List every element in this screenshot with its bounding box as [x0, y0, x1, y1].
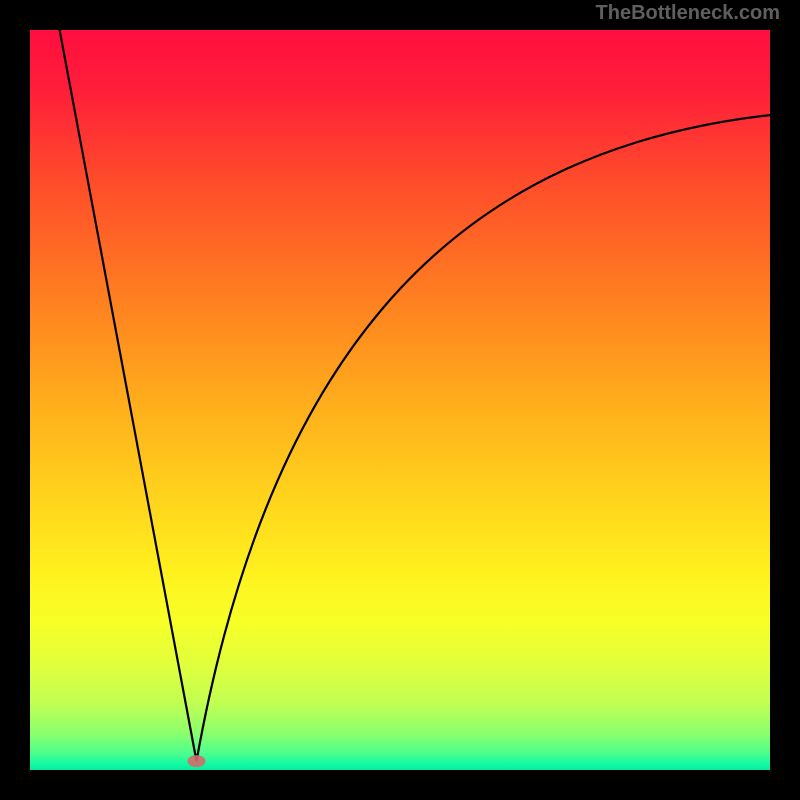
plot-area [30, 30, 770, 770]
bottleneck-curve-chart [30, 30, 770, 770]
watermark-text: TheBottleneck.com [596, 2, 780, 25]
gradient-background [30, 30, 770, 770]
chart-stage: TheBottleneck.com [0, 0, 800, 800]
minimum-marker [188, 755, 206, 767]
